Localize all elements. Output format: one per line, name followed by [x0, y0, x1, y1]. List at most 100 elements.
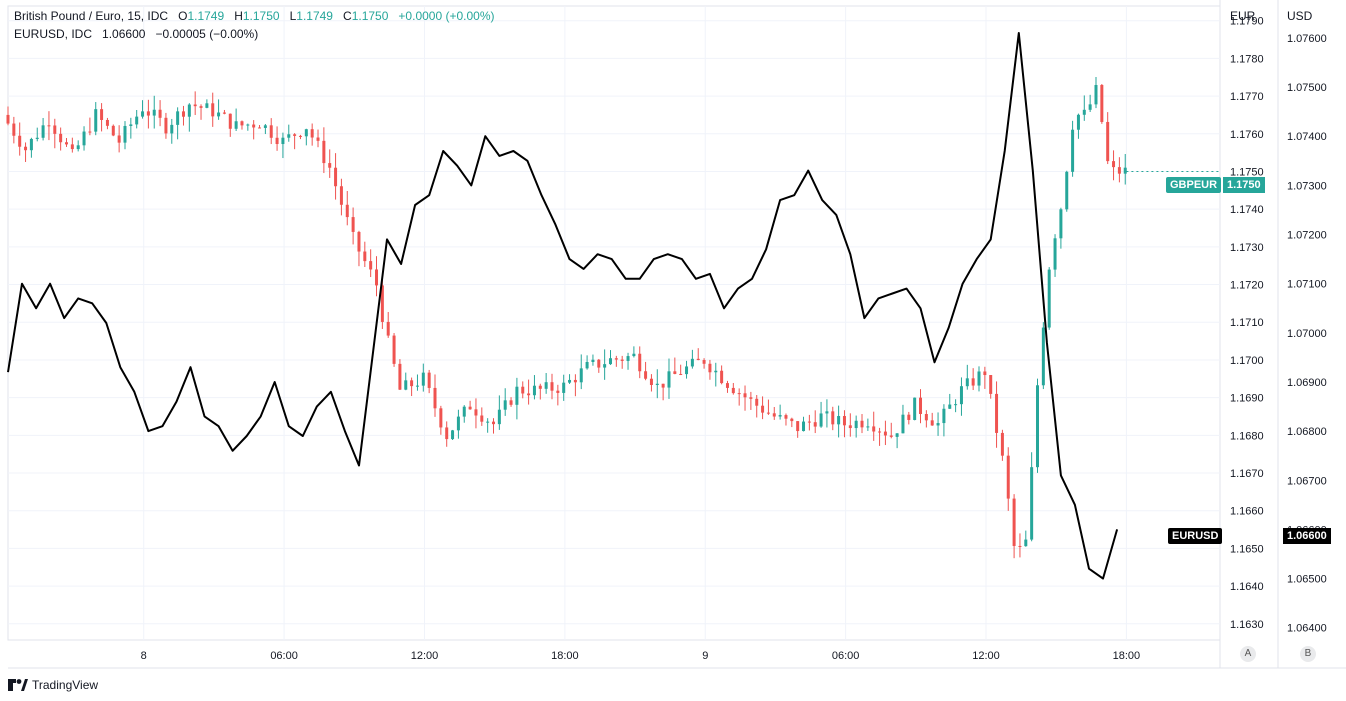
candle-body	[989, 375, 993, 394]
candle-body	[585, 361, 589, 369]
candle-body	[222, 112, 226, 114]
eur-tick-label: 1.1710	[1230, 317, 1264, 329]
candle-body	[375, 269, 379, 286]
candle-body	[334, 167, 338, 187]
candle-body	[661, 383, 665, 388]
candle-body	[187, 104, 191, 117]
x-tick-label: 9	[702, 650, 708, 662]
candle-body	[831, 411, 835, 425]
candle-body	[70, 144, 74, 150]
grid-lines	[7, 0, 1346, 669]
candle-body	[88, 131, 92, 133]
candle-body	[573, 379, 577, 383]
candle-body	[597, 359, 601, 368]
candle-body	[971, 378, 975, 386]
brand-name: TradingView	[32, 678, 99, 692]
candle-body	[872, 426, 876, 432]
candle-body	[53, 125, 57, 134]
scale-a-button[interactable]: A	[1240, 646, 1256, 662]
candle-body	[293, 134, 297, 136]
candle-body	[731, 387, 735, 394]
candle-body	[275, 137, 279, 145]
x-tick-label: 12:00	[972, 650, 1000, 662]
candle-body	[345, 204, 349, 218]
candle-body	[47, 125, 51, 127]
candle-body	[790, 418, 794, 422]
candle-body	[614, 358, 618, 360]
candle-body	[217, 112, 221, 117]
candle-body	[100, 109, 104, 120]
eur-tick-label: 1.1790	[1230, 16, 1264, 28]
eur-tick-label: 1.1690	[1230, 393, 1264, 405]
candle-body	[895, 433, 899, 437]
usd-tick-label: 1.06900	[1287, 377, 1327, 389]
candle-body	[737, 393, 741, 395]
scale-b-button[interactable]: B	[1300, 646, 1316, 662]
candle-body	[468, 406, 472, 410]
eur-tick-label: 1.1630	[1230, 619, 1264, 631]
candle-body	[1065, 171, 1069, 210]
candle-body	[1082, 109, 1086, 115]
candle-body	[544, 382, 548, 389]
candle-body	[421, 372, 425, 386]
candle-body	[568, 379, 572, 383]
candle-body	[936, 423, 940, 426]
candle-body	[1006, 455, 1010, 499]
candle-body	[901, 414, 905, 434]
candle-body	[743, 393, 747, 398]
eurusd-price-value: 1.06600	[1283, 528, 1331, 544]
candle-body	[281, 137, 285, 145]
eur-tick-label: 1.1780	[1230, 53, 1264, 65]
candle-body	[825, 411, 829, 414]
candle-body	[749, 397, 753, 399]
gbpeur-high: 1.1750	[242, 9, 280, 23]
candle-body	[755, 398, 759, 406]
candle-body	[287, 134, 291, 138]
candle-body	[380, 285, 384, 322]
candle-body	[673, 371, 677, 374]
candle-body	[64, 142, 68, 145]
candle-body	[620, 359, 624, 361]
candle-body	[141, 111, 145, 117]
candle-body	[415, 385, 419, 387]
eurusd-change: −0.00005 (−0.00%)	[155, 27, 259, 41]
candle-body	[12, 123, 16, 136]
candle-body	[105, 119, 109, 126]
candle-body	[848, 425, 852, 429]
eur-tick-label: 1.1650	[1230, 543, 1264, 555]
candle-body	[351, 217, 355, 232]
candle-body	[538, 385, 542, 389]
candle-body	[6, 114, 10, 124]
gbpeur-name: British Pound / Euro, 15, IDC	[14, 9, 169, 23]
candle-body	[1071, 129, 1075, 172]
x-tick-label: 12:00	[411, 650, 439, 662]
usd-tick-label: 1.06400	[1287, 623, 1327, 635]
candle-body	[1035, 385, 1039, 468]
tradingview-brand[interactable]: TradingView	[8, 678, 98, 692]
candle-body	[515, 386, 519, 405]
candle-body	[456, 416, 460, 431]
candle-body	[766, 412, 770, 414]
gbpeur-change: +0.0000 (+0.00%)	[398, 9, 495, 23]
usd-tick-label: 1.07600	[1287, 33, 1327, 45]
candle-body	[392, 335, 396, 364]
candle-body	[339, 186, 343, 205]
candle-body	[240, 121, 244, 126]
candle-body	[427, 372, 431, 388]
usd-axis-title: USD	[1287, 9, 1313, 23]
gbpeur-candles	[6, 76, 1127, 559]
candle-body	[866, 426, 870, 428]
candle-body	[24, 146, 28, 151]
gbpeur-h-label: H	[234, 9, 243, 23]
candle-body	[176, 111, 180, 125]
candle-body	[1100, 85, 1104, 122]
candle-body	[667, 371, 671, 388]
eur-tick-label: 1.1680	[1230, 430, 1264, 442]
candle-body	[193, 104, 197, 107]
candle-body	[269, 125, 273, 138]
x-tick-label: 18:00	[1113, 650, 1141, 662]
candle-body	[234, 121, 238, 129]
candle-body	[1059, 209, 1063, 239]
candle-body	[117, 135, 121, 143]
